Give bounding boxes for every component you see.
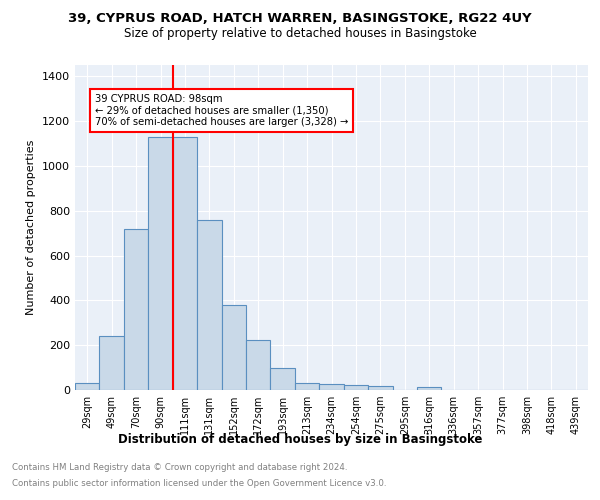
Bar [148,136,173,390]
Bar [197,220,221,390]
Bar [295,384,319,390]
Text: Size of property relative to detached houses in Basingstoke: Size of property relative to detached ho… [124,28,476,40]
Bar [221,305,246,390]
Text: Distribution of detached houses by size in Basingstoke: Distribution of detached houses by size … [118,432,482,446]
Bar [271,368,295,390]
Y-axis label: Number of detached properties: Number of detached properties [26,140,37,315]
Bar [417,388,442,390]
Bar [173,136,197,390]
Bar [319,384,344,390]
Bar [368,386,392,390]
Bar [124,228,148,390]
Bar [344,385,368,390]
Bar [75,384,100,390]
Text: Contains HM Land Registry data © Crown copyright and database right 2024.: Contains HM Land Registry data © Crown c… [12,464,347,472]
Bar [100,336,124,390]
Bar [246,340,271,390]
Text: 39, CYPRUS ROAD, HATCH WARREN, BASINGSTOKE, RG22 4UY: 39, CYPRUS ROAD, HATCH WARREN, BASINGSTO… [68,12,532,26]
Text: 39 CYPRUS ROAD: 98sqm
← 29% of detached houses are smaller (1,350)
70% of semi-d: 39 CYPRUS ROAD: 98sqm ← 29% of detached … [95,94,348,128]
Text: Contains public sector information licensed under the Open Government Licence v3: Contains public sector information licen… [12,478,386,488]
